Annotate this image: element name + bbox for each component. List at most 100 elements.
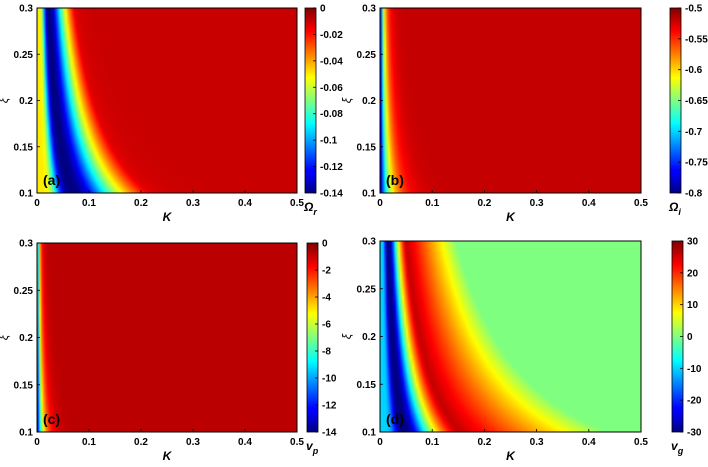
colorbar-label: Ωi	[668, 200, 681, 217]
y-tick-label: 0.3	[19, 4, 33, 15]
chart-panel-3: 00.10.20.30.40.50.10.150.20.250.3Kξ(c)0-…	[0, 239, 337, 464]
colorbar-label: vg	[671, 439, 684, 456]
panel-label: (d)	[386, 411, 404, 427]
colorbar-tick-label: -0.55	[685, 34, 708, 45]
colorbar-tick-label: 20	[687, 268, 699, 279]
x-tick-label: 0.5	[634, 198, 648, 209]
colorbar-tick-label: -0.6	[685, 65, 703, 76]
colorbar-tick-label: -0.14	[320, 189, 343, 200]
x-tick-label: 0	[377, 198, 383, 209]
x-tick-label: 0.1	[425, 437, 439, 448]
x-tick-label: 0.5	[634, 437, 648, 448]
colorbar-tick-label: -0.8	[685, 189, 703, 200]
x-tick-label: 0.4	[582, 198, 596, 209]
x-tick-label: 0.4	[582, 437, 596, 448]
x-tick-label: 0.5	[290, 437, 304, 448]
heatmap-image	[37, 243, 297, 432]
colorbar-tick-label: -14	[322, 428, 337, 439]
x-tick-label: 0.3	[186, 437, 200, 448]
x-tick-label: 0.4	[238, 437, 252, 448]
panel-label: (b)	[386, 172, 404, 188]
panel-label: (a)	[43, 172, 60, 188]
y-tick-label: 0.15	[14, 142, 34, 153]
x-tick-label: 0.1	[82, 437, 96, 448]
colorbar-tick-label: -4	[322, 293, 331, 304]
heatmap-image	[380, 8, 641, 193]
panel-label: (c)	[43, 411, 60, 427]
x-axis-label: K	[506, 210, 516, 224]
colorbar-tick-label: -12	[322, 401, 337, 412]
y-tick-label: 0.1	[19, 428, 33, 439]
x-tick-label: 0.4	[238, 198, 252, 209]
colorbar-tick-label: -0.08	[320, 109, 343, 120]
colorbar-tick-label: -0.75	[685, 158, 708, 169]
colorbar-label: Ωr	[303, 200, 317, 217]
colorbar-tick-label: -30	[687, 428, 702, 439]
y-tick-label: 0.3	[19, 239, 33, 250]
x-tick-label: 0.2	[134, 198, 148, 209]
y-tick-label: 0.25	[14, 286, 34, 297]
colorbar-tick-label: -6	[322, 320, 331, 331]
y-axis-label: ξ	[340, 333, 354, 339]
colorbar-tick-label: -20	[687, 396, 702, 407]
x-tick-label: 0.1	[425, 198, 439, 209]
colorbar-tick-label: -0.65	[685, 96, 708, 107]
colorbar-tick-label: -10	[322, 374, 337, 385]
chart-panel-4: 0 0.1 0.2 0.3 0.4 0.50.10.150.20.250.3Kξ(d)30…	[340, 237, 702, 464]
x-tick-label: 0.3	[186, 198, 200, 209]
colorbar-tick-label: -0.02	[320, 30, 343, 41]
chart-panel-1: 00.10.20.30.40.50.10.150.20.250.3Kξ(a)0-…	[0, 4, 343, 225]
y-tick-label: 0.1	[19, 189, 33, 200]
x-axis-label: K	[506, 449, 516, 463]
x-tick-label: 0.2	[134, 437, 148, 448]
heatmap-image	[380, 241, 641, 432]
x-tick-label: 0.1	[82, 198, 96, 209]
y-axis-label: ξ	[340, 97, 354, 103]
x-axis-label: K	[163, 449, 173, 463]
x-tick-label: 0	[377, 437, 383, 448]
y-tick-label: 0.3	[362, 237, 376, 248]
x-tick-label: 0.3	[530, 437, 544, 448]
y-tick-label: 0.3	[362, 4, 376, 15]
x-tick-label: 0.5	[290, 198, 304, 209]
chart-panel-2: 0 0.1 0.2 0.3 0.4 0.50.10.150.20.250.3Kξ(b)-0…	[340, 4, 708, 225]
colorbar-tick-label: -10	[687, 364, 702, 375]
y-tick-label: 0.15	[357, 142, 377, 153]
y-tick-label: 0.25	[357, 284, 377, 295]
colorbar-tick-label: -0.7	[685, 127, 703, 138]
y-tick-label: 0.2	[19, 96, 33, 107]
heatmap-image	[37, 8, 297, 193]
y-tick-label: 0.1	[362, 428, 376, 439]
colorbar-tick-label: -0.12	[320, 162, 343, 173]
colorbar-tick-label: -0.5	[685, 4, 703, 15]
x-tick-label: 0.2	[477, 437, 491, 448]
x-tick-label: 0	[34, 437, 40, 448]
colorbar-tick-label: -0.06	[320, 83, 343, 94]
x-tick-label: 0.3	[530, 198, 544, 209]
colorbar	[304, 7, 317, 194]
colorbar	[306, 242, 319, 433]
y-tick-label: 0.2	[19, 333, 33, 344]
colorbar-tick-label: 30	[687, 237, 699, 248]
y-tick-label: 0.15	[357, 380, 377, 391]
colorbar-tick-label: -8	[322, 347, 331, 358]
y-tick-label: 0.25	[14, 50, 34, 61]
colorbar-tick-label: -2	[322, 266, 331, 277]
y-axis-label: ξ	[0, 97, 11, 103]
y-tick-label: 0.2	[362, 332, 376, 343]
colorbar-tick-label: 0	[320, 4, 326, 15]
y-tick-label: 0.25	[357, 50, 377, 61]
colorbar-label: vp	[306, 439, 319, 456]
x-axis-label: K	[163, 210, 173, 224]
x-tick-label: 0.2	[477, 198, 491, 209]
y-tick-label: 0.15	[14, 380, 34, 391]
y-tick-label: 0.1	[362, 189, 376, 200]
y-tick-label: 0.2	[362, 96, 376, 107]
x-tick-label: 0	[34, 198, 40, 209]
colorbar-tick-label: -0.04	[320, 56, 343, 67]
colorbar-tick-label: 10	[687, 300, 699, 311]
colorbar-tick-label: 0	[322, 239, 328, 250]
colorbar-tick-label: 0	[687, 332, 693, 343]
y-axis-label: ξ	[0, 334, 11, 340]
